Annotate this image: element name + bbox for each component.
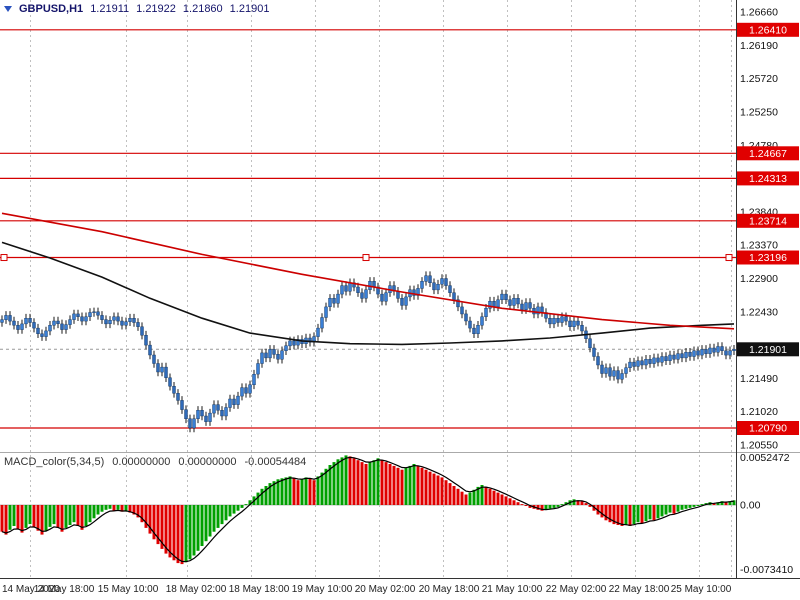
- svg-text:1.20790: 1.20790: [749, 423, 787, 435]
- svg-text:1.21901: 1.21901: [749, 344, 787, 356]
- quote-low: 1.21860: [182, 3, 223, 15]
- svg-text:14 May 2020: 14 May 2020: [2, 584, 60, 595]
- svg-text:1.25250: 1.25250: [740, 106, 778, 118]
- svg-text:19 May 10:00: 19 May 10:00: [292, 584, 353, 595]
- svg-text:20 May 18:00: 20 May 18:00: [419, 584, 480, 595]
- macd-axis: 0.0052472 0.00 -0.0073410: [740, 452, 793, 576]
- macd-value-1: 0.00000000: [112, 456, 171, 468]
- symbol-marker-icon: [4, 6, 12, 12]
- svg-text:1.23714: 1.23714: [749, 215, 787, 227]
- ma-black-line[interactable]: [1, 241, 735, 346]
- svg-text:1.21020: 1.21020: [740, 406, 778, 418]
- ma-red-line[interactable]: [1, 212, 735, 330]
- level-price-badge: 1.24313: [737, 171, 799, 186]
- svg-text:0.00: 0.00: [740, 500, 761, 512]
- svg-text:1.25720: 1.25720: [740, 73, 778, 85]
- level-price-badge: 1.23714: [737, 213, 799, 228]
- candle-wicks-layer: [1, 271, 735, 433]
- price-axis: 1.266601.261901.257201.252501.247801.238…: [740, 7, 778, 452]
- svg-text:22 May 02:00: 22 May 02:00: [546, 584, 607, 595]
- svg-text:0.0052472: 0.0052472: [740, 452, 790, 464]
- svg-text:25 May 10:00: 25 May 10:00: [671, 584, 732, 595]
- svg-text:1.24313: 1.24313: [749, 173, 787, 185]
- svg-text:15 May 10:00: 15 May 10:00: [98, 584, 159, 595]
- svg-text:18 May 18:00: 18 May 18:00: [229, 584, 290, 595]
- quote-high: 1.21922: [136, 3, 176, 15]
- macd-histogram: [0, 455, 736, 565]
- svg-text:1.20550: 1.20550: [740, 440, 778, 452]
- macd-signal-line: [1, 456, 735, 563]
- quote-open: 1.21911: [90, 3, 130, 15]
- level-price-badge: 1.23196: [737, 250, 799, 265]
- svg-text:20 May 02:00: 20 May 02:00: [355, 584, 416, 595]
- svg-text:1.22900: 1.22900: [740, 273, 778, 285]
- svg-text:1.23196: 1.23196: [749, 252, 787, 264]
- macd-value-3: -0.00054484: [244, 456, 307, 468]
- svg-text:18 May 02:00: 18 May 02:00: [166, 584, 227, 595]
- svg-text:1.21490: 1.21490: [740, 373, 778, 385]
- level-price-badge: 1.20790: [737, 421, 799, 435]
- macd-value-2: 0.00000000: [178, 456, 237, 468]
- level-price-badge: 1.24667: [737, 146, 799, 161]
- svg-text:22 May 18:00: 22 May 18:00: [609, 584, 670, 595]
- candles-layer: [0, 275, 736, 429]
- svg-text:-0.0073410: -0.0073410: [740, 564, 793, 576]
- svg-text:1.26190: 1.26190: [740, 40, 778, 52]
- selected-line-handles[interactable]: [0, 254, 733, 262]
- level-price-badge: 1.26410: [737, 22, 799, 37]
- current-price-badge: 1.21901: [737, 342, 799, 357]
- macd-indicator-label: MACD_color(5,34,5) 0.00000000 0.00000000…: [4, 456, 306, 468]
- quote-close: 1.21901: [229, 3, 270, 15]
- macd-name: MACD_color(5,34,5): [4, 456, 105, 468]
- svg-text:1.23370: 1.23370: [740, 240, 778, 252]
- svg-text:1.24667: 1.24667: [749, 148, 787, 160]
- svg-text:14 May 18:00: 14 May 18:00: [34, 584, 95, 595]
- svg-text:21 May 10:00: 21 May 10:00: [482, 584, 543, 595]
- symbol-timeframe-label: GBPUSD,H1: [19, 3, 84, 15]
- svg-text:1.26410: 1.26410: [749, 24, 787, 36]
- symbol-ohlc-label: GBPUSD,H1 1.21911 1.21922 1.21860 1.2190…: [4, 3, 269, 15]
- svg-text:1.26660: 1.26660: [740, 7, 778, 19]
- svg-text:1.22430: 1.22430: [740, 306, 778, 318]
